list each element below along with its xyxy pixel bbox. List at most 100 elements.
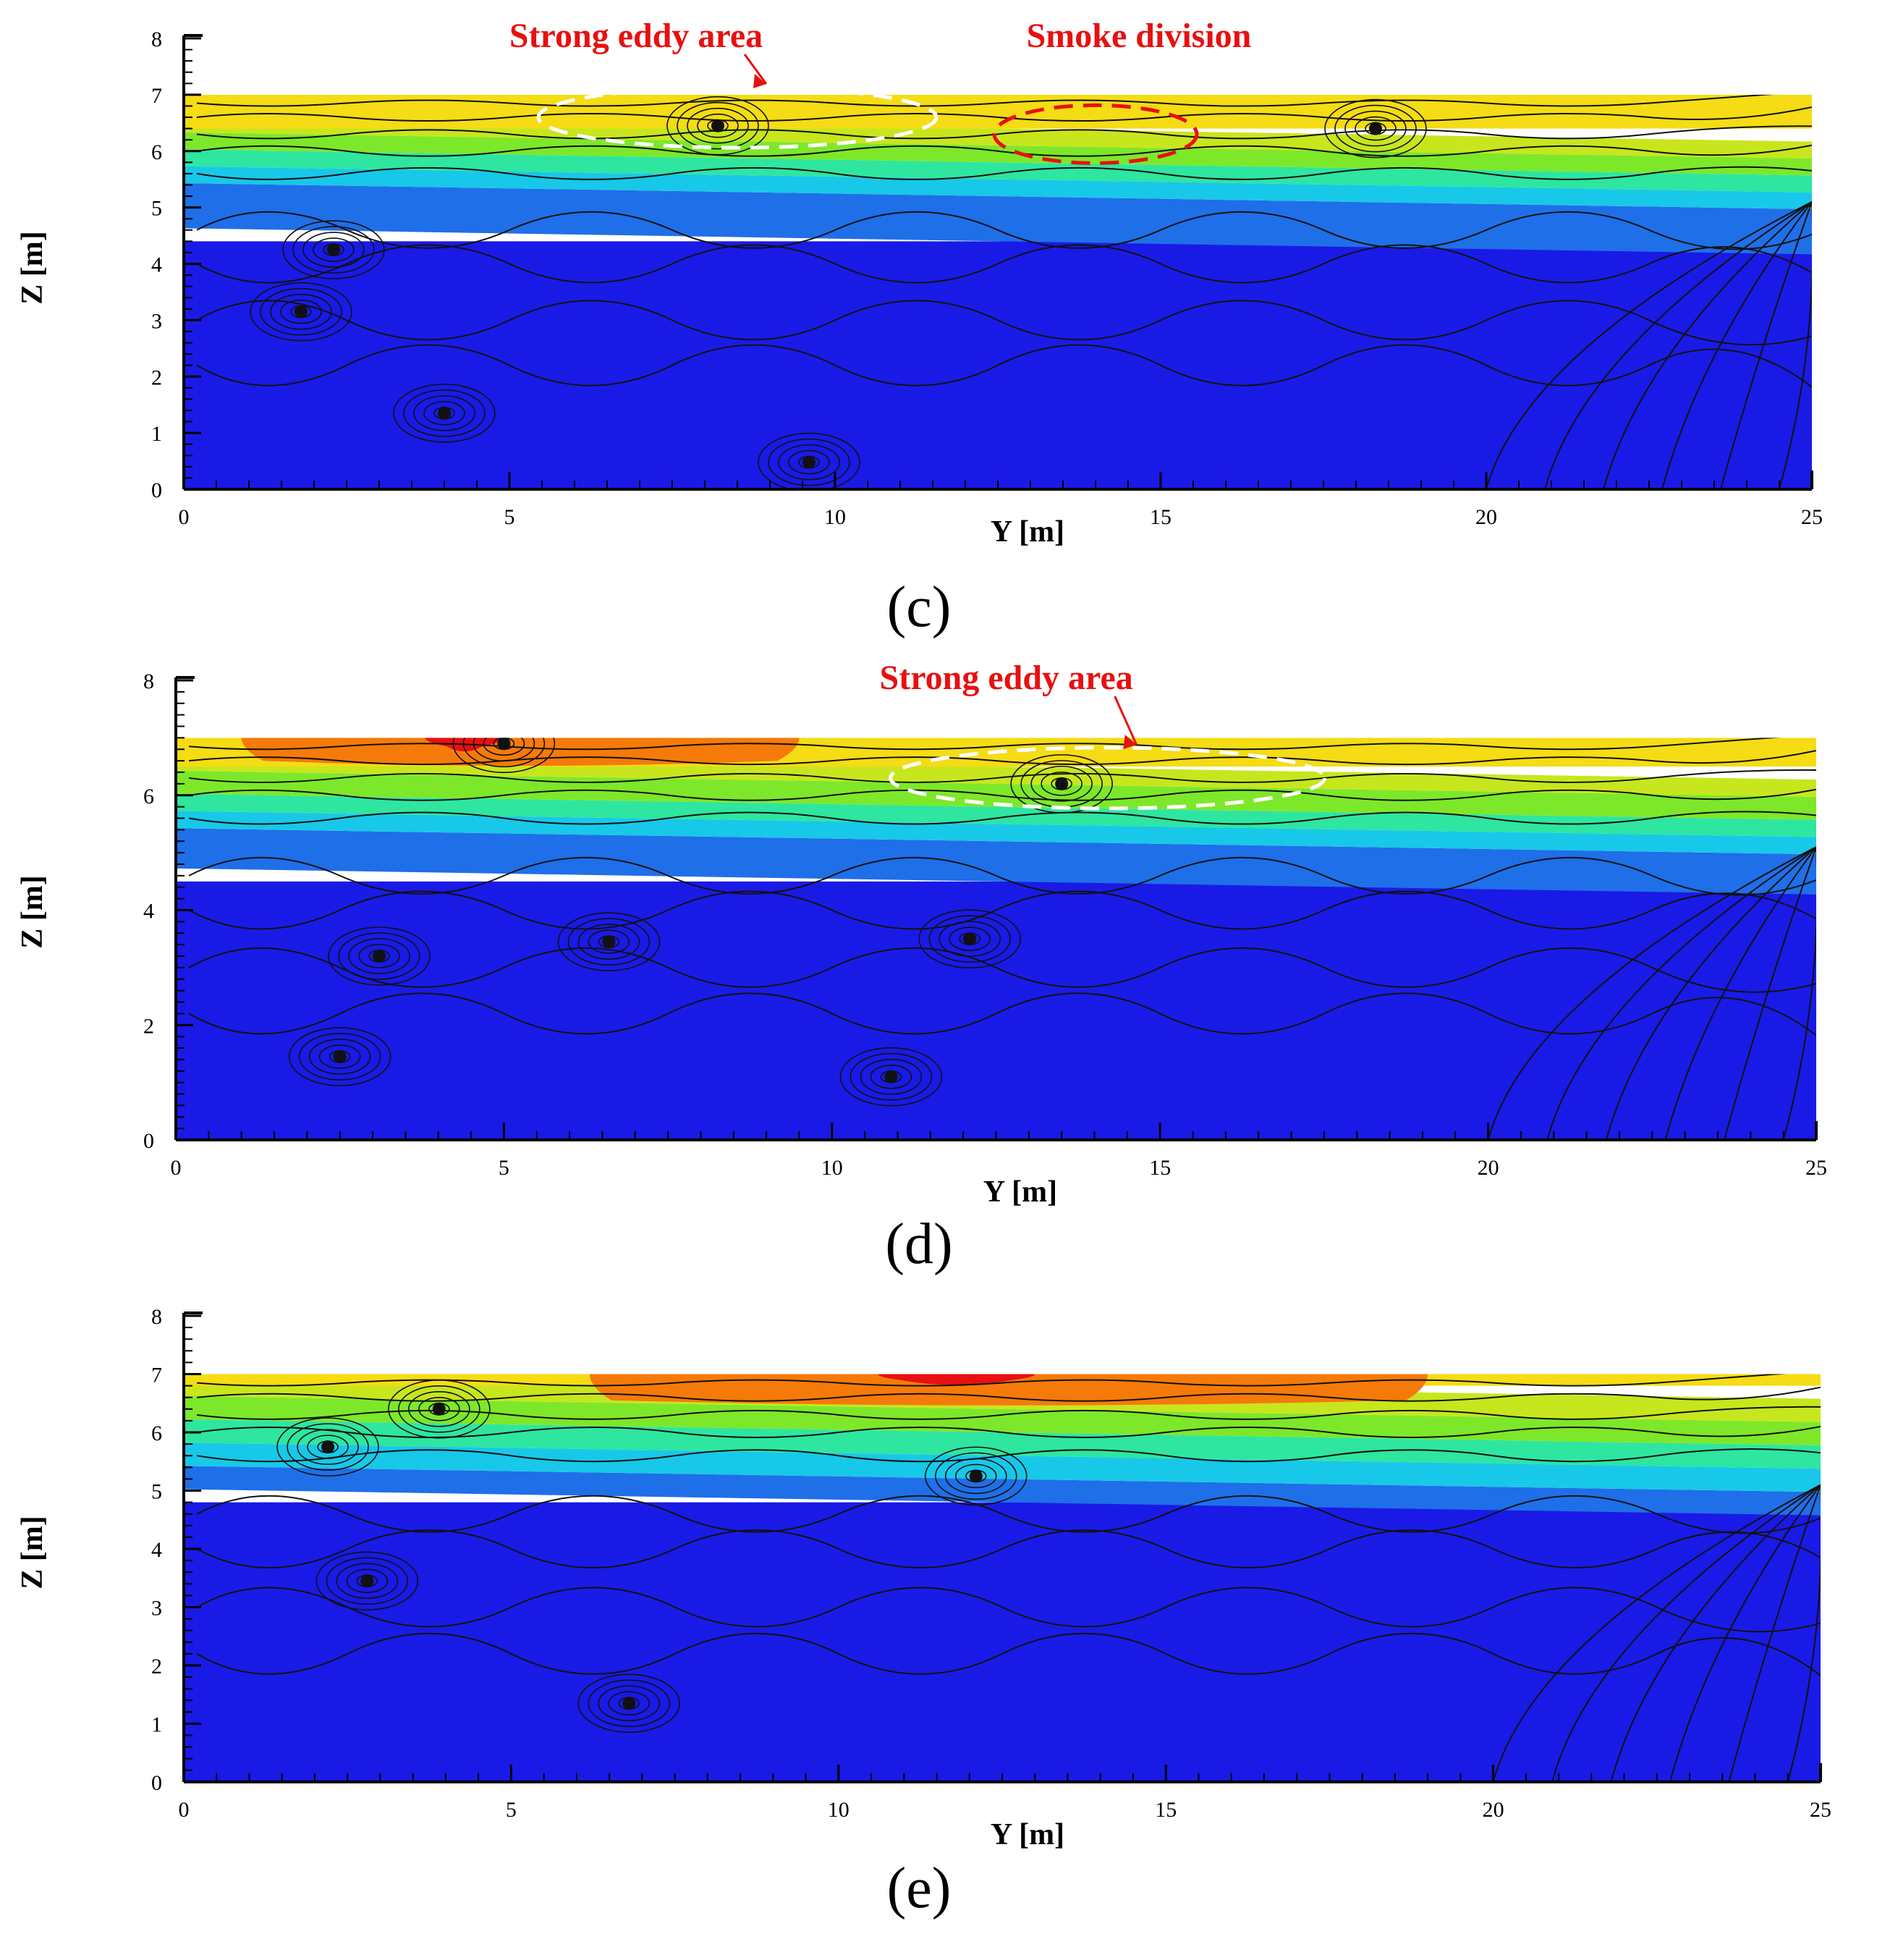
chart-panel-2: Strong eddy area 0 2 4 6 8 0 5 10 15 20 25 Y [m] Z [m…: [16, 659, 1827, 1276]
vortex: [315, 1551, 419, 1611]
streamline: [1605, 846, 1816, 1140]
vortex-ring: [388, 1380, 491, 1439]
streamline: [1720, 201, 1812, 489]
streamline: [189, 738, 1816, 751]
streamline: [1487, 846, 1816, 1140]
vortex-ring: [260, 287, 342, 336]
vortex-ring: [483, 738, 525, 756]
vortex-ring: [588, 929, 630, 954]
streamline: [188, 992, 1816, 1036]
vortex-ring: [1344, 110, 1407, 147]
streamline: [196, 166, 1812, 180]
y-tick-label: 1: [151, 422, 162, 446]
x-axis-title: Y [m]: [991, 515, 1064, 549]
vortex-ring: [839, 1047, 943, 1107]
vortex-ring: [1355, 116, 1397, 141]
color-band: [184, 166, 1812, 210]
x-tick-label: 20: [1475, 505, 1497, 529]
eddy-highlight-ellipse: [536, 85, 938, 150]
streamline: [197, 1374, 1821, 1387]
vortex: [758, 432, 860, 489]
y-tick-label: 3: [151, 309, 162, 333]
vortex-core: [1369, 122, 1382, 135]
vortex-ring: [308, 1039, 371, 1075]
vortex-ring: [326, 1557, 409, 1605]
vortex-ring: [577, 924, 640, 960]
x-axis-title: Y [m]: [983, 1175, 1057, 1209]
streamline: [1779, 201, 1812, 489]
streamline: [1724, 846, 1816, 1140]
eddy-highlight-ellipse: [889, 745, 1327, 811]
color-band: [184, 1395, 1821, 1445]
streamline: [196, 1632, 1821, 1676]
vortex-ring: [697, 113, 739, 138]
streamline: [196, 1495, 1821, 1534]
vortex-ring: [418, 1397, 460, 1422]
vortex-ring: [473, 738, 535, 762]
vortex-core: [333, 1049, 347, 1063]
vortex-ring: [1010, 754, 1113, 814]
y-tick-label: 6: [143, 785, 154, 808]
x-tick-label: 0: [179, 505, 190, 529]
streamline: [1669, 1484, 1821, 1782]
streamline: [196, 1448, 1821, 1463]
vortex-ring: [298, 1033, 381, 1081]
vortex-core: [884, 1070, 898, 1084]
streamline: [196, 211, 1812, 250]
vortex-ring: [307, 1435, 349, 1459]
vortex-ring: [287, 1423, 369, 1471]
vortex: [1010, 754, 1113, 814]
y-tick-label: 7: [151, 84, 162, 108]
x-tick-label: 25: [1801, 505, 1823, 529]
vortex-ring: [860, 1058, 923, 1095]
vortex-ring: [945, 1458, 1007, 1495]
streamline: [196, 106, 1812, 122]
panel-label: (c): [887, 575, 952, 639]
vortex-ring: [315, 1551, 419, 1611]
vortex-core: [602, 935, 616, 949]
temperature-field: [184, 1374, 1821, 1782]
annotation-arrow: [1114, 696, 1138, 745]
color-band: [176, 828, 1816, 895]
y-tick-label: 2: [151, 1655, 162, 1678]
x-tick-label: 15: [1149, 1156, 1171, 1180]
x-tick-label: 0: [179, 1798, 190, 1822]
panel-label: (e): [887, 1856, 952, 1920]
color-band: [184, 1419, 1821, 1469]
temperature-field: [184, 94, 1812, 489]
vortex-ring: [462, 738, 546, 768]
streamlines: [196, 1374, 1821, 1782]
vortex-core: [711, 119, 724, 132]
vortex-ring: [280, 299, 322, 324]
vortex: [1324, 98, 1427, 159]
y-axis-title: Z [m]: [16, 231, 49, 304]
streamline: [188, 788, 1816, 801]
vortex-ring: [297, 1429, 359, 1465]
x-axis-title: Y [m]: [991, 1818, 1064, 1851]
streamline: [1546, 846, 1816, 1140]
vortex: [452, 738, 556, 774]
x-tick-label: 10: [821, 1156, 843, 1180]
color-band: [184, 1502, 1821, 1782]
vortex-core: [373, 950, 386, 963]
vortex-ring: [677, 101, 759, 150]
y-tick-label: 3: [151, 1597, 162, 1621]
vortex-ring: [870, 1064, 912, 1089]
vortex-ring: [292, 226, 375, 274]
streamline: [196, 344, 1812, 388]
vortex-ring: [955, 1463, 997, 1489]
vortex: [925, 1446, 1028, 1506]
vortex-ring: [938, 921, 1001, 957]
vortex-core: [321, 1440, 335, 1454]
vortex-core: [432, 1402, 446, 1416]
vortex-ring: [313, 237, 355, 262]
x-tick-label: 15: [1150, 505, 1171, 529]
vortex-ring: [1324, 98, 1427, 159]
vortex-core: [327, 243, 340, 257]
streamline: [196, 94, 1812, 107]
y-axis-title: Z [m]: [16, 875, 49, 948]
x-tick-label: 5: [504, 505, 515, 529]
streamline: [1787, 1484, 1821, 1782]
y-tick-label: 4: [143, 900, 154, 924]
